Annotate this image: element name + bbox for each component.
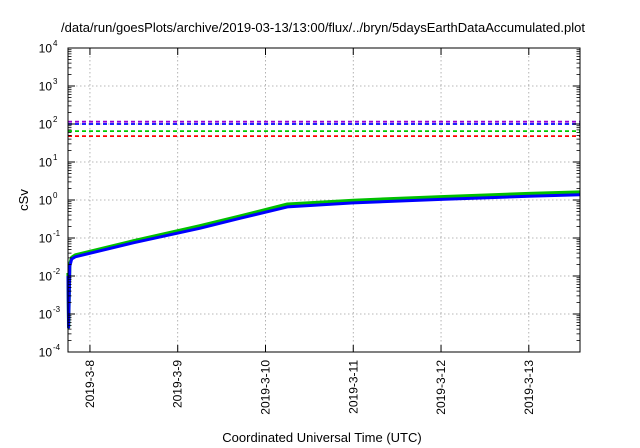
y-tick-exponent: -4 (53, 343, 61, 352)
y-tick-label: 10 (39, 118, 53, 132)
y-tick-label: 10 (39, 80, 53, 94)
y-tick-exponent: 2 (53, 115, 58, 124)
series-line (66, 193, 581, 329)
y-tick-exponent: -2 (53, 267, 61, 276)
axis-ticks (68, 47, 580, 353)
y-tick-exponent: 4 (53, 39, 58, 48)
x-axis-label: Coordinated Universal Time (UTC) (222, 430, 421, 445)
x-tick-label: 2019-3-13 (522, 360, 536, 415)
y-tick-label: 10 (39, 346, 53, 360)
grid (68, 48, 580, 352)
y-tick-label: 10 (39, 270, 53, 284)
y-tick-exponent: 1 (53, 153, 58, 162)
y-tick-label: 10 (39, 42, 53, 56)
x-tick-label: 2019-3-11 (346, 360, 360, 414)
x-tick-label: 2019-3-10 (258, 360, 272, 415)
y-axis-label: cSv (16, 189, 31, 211)
y-tick-exponent: 0 (53, 191, 58, 200)
series-line (66, 190, 581, 329)
x-tick-labels: 2019-3-8 2019-3-9 2019-3-10 2019-3-11 2019-3… (83, 360, 536, 415)
x-tick-label: 2019-3-12 (434, 360, 448, 415)
y-tick-exponent: 3 (53, 77, 58, 86)
x-tick-label: 2019-3-9 (171, 360, 185, 408)
y-tick-exponent: -1 (53, 229, 61, 238)
chart-title: /data/run/goesPlots/archive/2019-03-13/1… (61, 20, 585, 35)
y-tick-label: 10 (39, 194, 53, 208)
reference-lines (68, 120, 580, 138)
y-tick-exponent: -3 (53, 305, 61, 314)
y-tick-label: 10 (39, 232, 53, 246)
data-series (66, 190, 581, 329)
y-tick-label: 10 (39, 308, 53, 322)
y-tick-label: 10 (39, 156, 53, 170)
x-tick-label: 2019-3-8 (83, 360, 97, 408)
